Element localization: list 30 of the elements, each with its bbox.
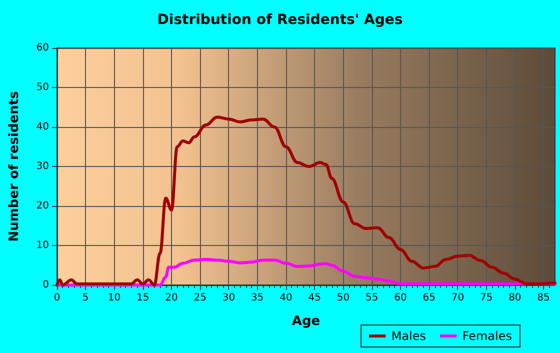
x-tick-label: 5 [82, 292, 89, 304]
x-tick-label: 45 [308, 292, 321, 304]
x-tick-label: 0 [54, 292, 60, 304]
x-tick-label: 35 [250, 292, 264, 304]
x-tick-label: 80 [508, 292, 522, 304]
y-tick-label: 60 [36, 42, 49, 54]
x-tick-label: 15 [136, 292, 150, 304]
x-tick-label: 10 [108, 292, 121, 304]
x-tick-label: 20 [165, 292, 178, 304]
x-tick-label: 60 [394, 292, 407, 304]
x-tick-label: 65 [422, 292, 436, 304]
x-tick-label: 70 [451, 292, 464, 304]
x-tick-label: 40 [280, 292, 292, 304]
y-axis-title: Number of residents [7, 90, 22, 242]
y-tick-label: 30 [36, 161, 49, 172]
x-tick-label: 50 [336, 292, 350, 304]
y-tick-label: 40 [36, 122, 49, 132]
y-tick-label: 20 [36, 200, 49, 212]
y-tick-label: 50 [36, 82, 49, 93]
x-axis-title: Age [292, 314, 320, 329]
x-tick-label: 55 [365, 292, 378, 304]
y-tick-label: 10 [36, 240, 49, 251]
chart-title: Distribution of Residents' Ages [157, 12, 403, 28]
x-tick-label: 30 [222, 292, 236, 304]
legend-label: Males [391, 329, 426, 343]
y-tick-label: 0 [42, 280, 49, 290]
legend-label: Females [462, 329, 512, 343]
x-tick-label: 85 [537, 292, 550, 304]
x-tick-label: 25 [194, 292, 206, 304]
x-tick-label: 75 [480, 292, 493, 304]
